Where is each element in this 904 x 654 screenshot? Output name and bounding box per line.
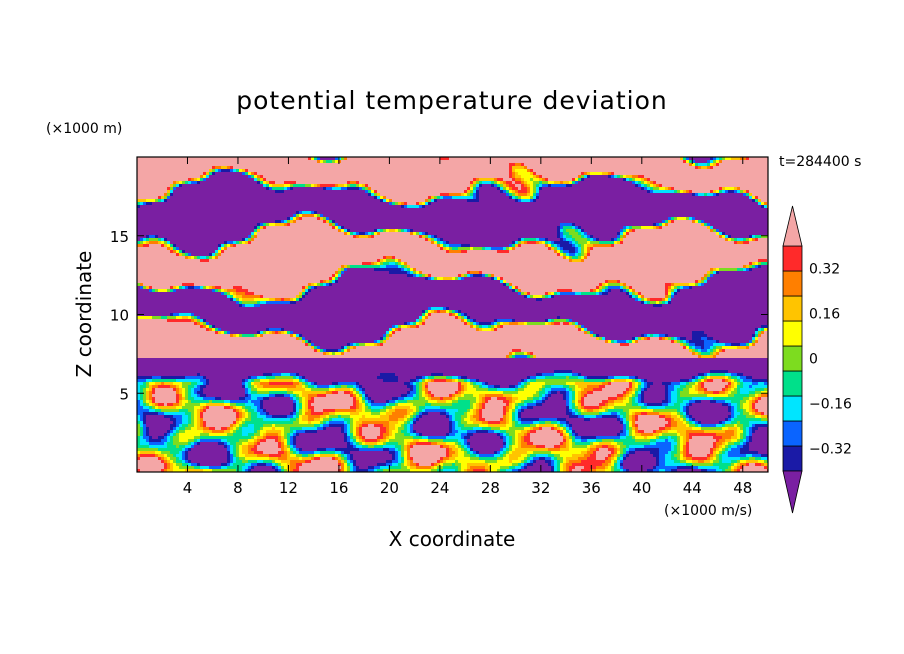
y-tick-label: 10 xyxy=(110,307,129,325)
y-tick-label: 5 xyxy=(119,385,129,403)
colorbar-label: 0 xyxy=(809,352,818,368)
x-tick-label: 8 xyxy=(233,479,243,497)
colorbar-label: −0.16 xyxy=(809,397,852,413)
time-label: t=284400 s xyxy=(779,154,861,170)
plot-frame xyxy=(136,156,769,473)
x-tick-label: 32 xyxy=(531,479,550,497)
x-tick-label: 16 xyxy=(329,479,348,497)
y-axis-label: Z coordinate xyxy=(72,251,96,378)
y-axis-unit: (×1000 m) xyxy=(46,121,122,137)
colorbar-segment xyxy=(782,445,803,472)
colorbar-segment xyxy=(782,320,803,347)
x-tick-label: 48 xyxy=(733,479,752,497)
x-axis-label: X coordinate xyxy=(389,527,516,551)
x-tick-label: 20 xyxy=(380,479,399,497)
colorbar-label: −0.32 xyxy=(809,442,852,458)
colorbar-segment xyxy=(782,420,803,447)
colorbar-segment xyxy=(782,295,803,322)
colorbar-segment xyxy=(782,345,803,372)
x-tick-label: 12 xyxy=(279,479,298,497)
colorbar-segment xyxy=(782,270,803,297)
x-tick-label: 24 xyxy=(430,479,449,497)
colorbar-label: 0.32 xyxy=(809,262,840,278)
x-axis-unit: (×1000 m/s) xyxy=(664,503,752,519)
colorbar-label: 0.16 xyxy=(809,307,840,323)
colorbar-extend-min xyxy=(782,470,803,514)
y-tick-label: 15 xyxy=(110,228,129,246)
colorbar-extend-max xyxy=(782,205,803,247)
x-tick-label: 36 xyxy=(582,479,601,497)
colorbar-segment xyxy=(782,395,803,422)
colorbar-segment xyxy=(782,245,803,272)
colorbar: −0.32 −0.16 0 0.16 0.32 xyxy=(782,205,852,514)
x-tick-label: 4 xyxy=(183,479,193,497)
colorbar-segment xyxy=(782,370,803,397)
contour-field xyxy=(137,157,768,472)
x-tick-label: 28 xyxy=(481,479,500,497)
chart-title: potential temperature deviation xyxy=(0,86,904,115)
x-tick-label: 40 xyxy=(632,479,651,497)
x-tick-label: 44 xyxy=(683,479,702,497)
